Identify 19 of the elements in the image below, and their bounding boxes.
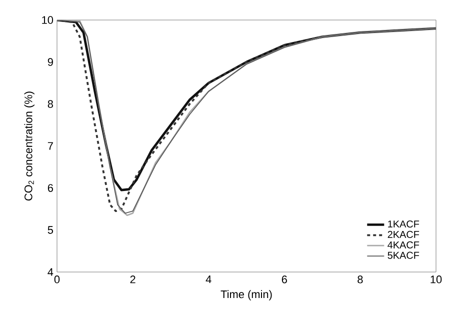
x-tick-label: 8 xyxy=(358,276,363,284)
y-tick-label: 10 xyxy=(42,16,54,24)
y-axis-title: CO$_{2}$ concentration (%) xyxy=(24,92,34,201)
y-tick-label: 4 xyxy=(48,268,54,276)
y-tick-label: 9 xyxy=(48,58,53,66)
y-tick-label: 8 xyxy=(48,100,53,108)
x-tick-label: 0 xyxy=(54,276,60,284)
legend-label: 5KACF xyxy=(388,252,420,259)
y-tick-label: 5 xyxy=(48,226,54,234)
x-axis-title: Time (min) xyxy=(220,290,272,300)
legend-label: 1KACF xyxy=(388,220,420,228)
legend-label: 4KACF xyxy=(388,241,420,248)
x-tick-label: 10 xyxy=(430,276,442,284)
legend-label: 2KACF xyxy=(388,230,420,238)
x-tick-label: 4 xyxy=(206,276,212,284)
x-tick-label: 6 xyxy=(282,276,287,284)
y-tick-label: 6 xyxy=(48,184,53,192)
x-tick-label: 2 xyxy=(130,276,136,284)
y-tick-label: 7 xyxy=(48,142,53,150)
